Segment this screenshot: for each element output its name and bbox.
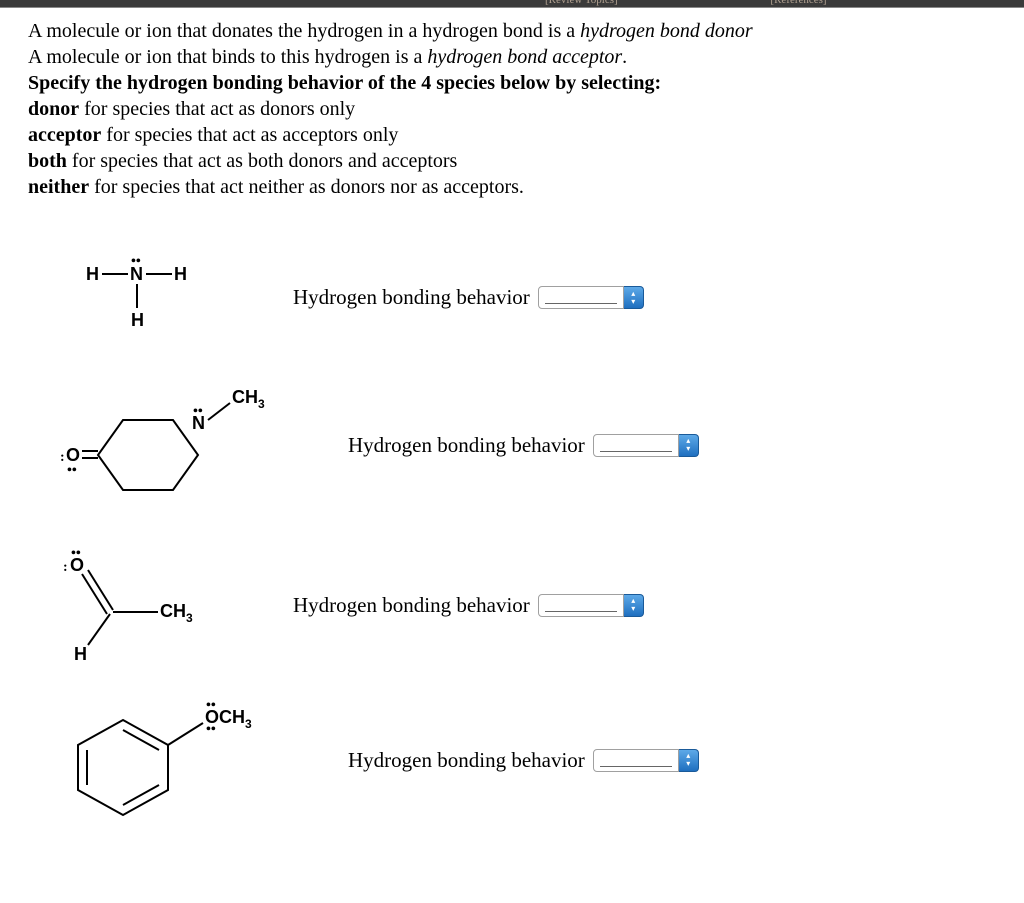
lone-pair-icon: •• xyxy=(206,698,216,713)
instructions-block: A molecule or ion that donates the hydro… xyxy=(28,18,996,200)
instr-line7a: neither xyxy=(28,176,89,198)
instr-line1a: A molecule or ion that donates the hydro… xyxy=(28,20,580,42)
atom-CH3: CH3 xyxy=(160,601,193,625)
atom-H: H xyxy=(86,264,99,284)
atom-H: H xyxy=(131,310,144,330)
species-row-3: O : •• CH3 H Hydrogen bonding behavior ▴… xyxy=(28,545,996,665)
lone-pair-icon: •• xyxy=(67,463,77,478)
species-row-1: H N •• H H Hydrogen bonding behavior ▴▾ xyxy=(28,250,996,345)
behavior-label-1: Hydrogen bonding behavior xyxy=(293,285,530,310)
top-bar: [Review Topics] [References] xyxy=(0,0,1024,8)
structure-1: H N •• H H xyxy=(28,250,293,345)
content-area: A molecule or ion that donates the hydro… xyxy=(0,8,1024,835)
stepper-icon[interactable]: ▴▾ xyxy=(679,434,699,457)
behavior-select-2[interactable] xyxy=(593,434,679,457)
stepper-icon[interactable]: ▴▾ xyxy=(624,594,644,617)
behavior-select-3[interactable] xyxy=(538,594,624,617)
structure-3: O : •• CH3 H xyxy=(28,545,293,665)
behavior-label-4: Hydrogen bonding behavior xyxy=(348,748,585,773)
lone-pair-icon: •• xyxy=(193,404,203,419)
species-row-2: O : •• N •• CH3 Hydrogen bonding behavio… xyxy=(28,375,996,515)
atom-H: H xyxy=(174,264,187,284)
lone-pair-icon: •• xyxy=(131,254,141,269)
structure-4: OCH3 •• •• xyxy=(28,695,293,825)
behavior-select-4[interactable] xyxy=(593,749,679,772)
instr-line2a: A molecule or ion that binds to this hyd… xyxy=(28,46,427,68)
atom-O: O xyxy=(66,445,80,465)
instr-line3: Specify the hydrogen bonding behavior of… xyxy=(28,70,996,96)
stepper-icon[interactable]: ▴▾ xyxy=(679,749,699,772)
lone-pair-icon: : xyxy=(60,450,65,465)
references-link[interactable]: [References] xyxy=(770,0,826,6)
structure-2: O : •• N •• CH3 xyxy=(28,375,293,515)
lone-pair-icon: •• xyxy=(206,722,216,737)
instr-line5b: for species that act as acceptors only xyxy=(101,124,398,146)
instr-line6a: both xyxy=(28,150,67,172)
instr-line4b: for species that act as donors only xyxy=(79,98,355,120)
atom-H: H xyxy=(74,644,87,664)
instr-line1b: hydrogen bond donor xyxy=(580,20,753,42)
review-topics-link[interactable]: [Review Topics] xyxy=(545,0,618,6)
behavior-label-3: Hydrogen bonding behavior xyxy=(293,593,530,618)
instr-line5a: acceptor xyxy=(28,124,101,146)
atom-CH3: CH3 xyxy=(232,387,265,411)
species-row-4: OCH3 •• •• Hydrogen bonding behavior ▴▾ xyxy=(28,695,996,825)
instr-line7b: for species that act neither as donors n… xyxy=(89,176,524,198)
behavior-select-1[interactable] xyxy=(538,286,624,309)
instr-line2b: hydrogen bond acceptor xyxy=(427,46,622,68)
stepper-icon[interactable]: ▴▾ xyxy=(624,286,644,309)
lone-pair-icon: : xyxy=(63,560,68,575)
lone-pair-icon: •• xyxy=(71,546,81,561)
behavior-label-2: Hydrogen bonding behavior xyxy=(348,433,585,458)
instr-line2c: . xyxy=(622,46,627,68)
instr-line4a: donor xyxy=(28,98,79,120)
instr-line6b: for species that act as both donors and … xyxy=(67,150,457,172)
